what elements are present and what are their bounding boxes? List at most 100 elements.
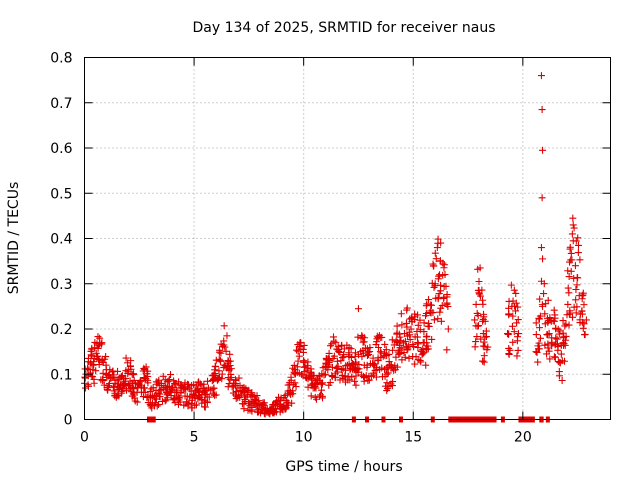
data-point [473, 309, 481, 317]
data-point [194, 388, 202, 396]
data-point [155, 401, 163, 409]
data-point [328, 363, 336, 371]
data-point [550, 306, 558, 314]
data-point [338, 341, 346, 349]
data-point [201, 403, 209, 411]
data-point [579, 324, 587, 332]
data-point [480, 352, 488, 360]
data-point [304, 358, 312, 366]
data-point [370, 361, 378, 369]
data-point [317, 386, 325, 394]
data-point [440, 293, 448, 301]
data-point [512, 289, 520, 297]
data-point [572, 296, 580, 304]
data-point [159, 372, 167, 380]
data-point [129, 379, 137, 387]
data-point [325, 349, 333, 357]
data-point [167, 391, 175, 399]
data-point [436, 271, 444, 279]
data-point [189, 391, 197, 399]
data-point [437, 239, 445, 247]
y-tick-label: 0.7 [50, 96, 72, 112]
data-point [94, 344, 102, 352]
data-point [230, 379, 238, 387]
data-point [296, 339, 304, 347]
data-point [248, 389, 256, 397]
data-point [564, 267, 572, 275]
data-point [576, 256, 584, 264]
data-point [578, 307, 586, 315]
data-point [225, 366, 233, 374]
data-point [307, 392, 315, 400]
data-points-layer [81, 72, 590, 423]
data-point [240, 393, 248, 401]
data-point [559, 317, 567, 325]
data-point [208, 386, 216, 394]
data-point [223, 332, 231, 340]
y-tick-label: 0.1 [50, 367, 72, 383]
data-point [259, 399, 267, 407]
data-point [432, 294, 440, 302]
data-point [234, 392, 242, 400]
data-point [124, 381, 132, 389]
data-point [177, 388, 185, 396]
data-point [444, 325, 452, 333]
data-point [564, 300, 572, 308]
data-point [425, 296, 433, 304]
data-point [479, 357, 487, 365]
data-point [173, 394, 181, 402]
data-point [566, 309, 574, 317]
data-point [184, 400, 192, 408]
data-point [554, 346, 562, 354]
data-point [503, 330, 511, 338]
data-point [141, 388, 149, 396]
data-point [554, 358, 562, 366]
data-point [573, 281, 581, 289]
data-point [376, 348, 384, 356]
data-point [99, 369, 107, 377]
data-point [196, 387, 204, 395]
x-tick-label: 5 [190, 430, 199, 446]
x-tick-label: 15 [404, 430, 422, 446]
data-point [162, 389, 170, 397]
data-point [94, 333, 102, 341]
data-point [204, 377, 212, 385]
data-point [367, 372, 375, 380]
chart-title: Day 134 of 2025, SRMTID for receiver nau… [192, 20, 495, 36]
data-point [360, 338, 368, 346]
data-point [247, 397, 255, 405]
data-point [555, 330, 563, 338]
data-point [427, 307, 435, 315]
data-point [212, 391, 220, 399]
data-point [192, 401, 200, 409]
data-point [340, 345, 348, 353]
data-point [510, 286, 518, 294]
data-point [163, 378, 171, 386]
data-point [505, 350, 513, 358]
data-point [94, 352, 102, 360]
data-point [304, 364, 312, 372]
y-tick-label: 0.4 [50, 232, 72, 248]
data-point [550, 353, 558, 361]
data-point [480, 313, 488, 321]
data-point [151, 393, 159, 401]
data-point [482, 333, 490, 341]
data-point [251, 393, 259, 401]
data-point [382, 346, 390, 354]
data-point [539, 302, 547, 310]
data-point [190, 392, 198, 400]
data-point [546, 355, 554, 363]
data-point [414, 340, 422, 348]
data-point [304, 375, 312, 383]
data-point [582, 316, 590, 324]
data-point [513, 319, 521, 327]
data-point [409, 353, 417, 361]
data-point [317, 379, 325, 387]
data-point [352, 372, 360, 380]
data-point [436, 308, 444, 316]
data-point [536, 312, 544, 320]
data-point [353, 364, 361, 372]
data-point [162, 396, 170, 404]
data-point [571, 262, 579, 270]
data-point [428, 335, 436, 343]
